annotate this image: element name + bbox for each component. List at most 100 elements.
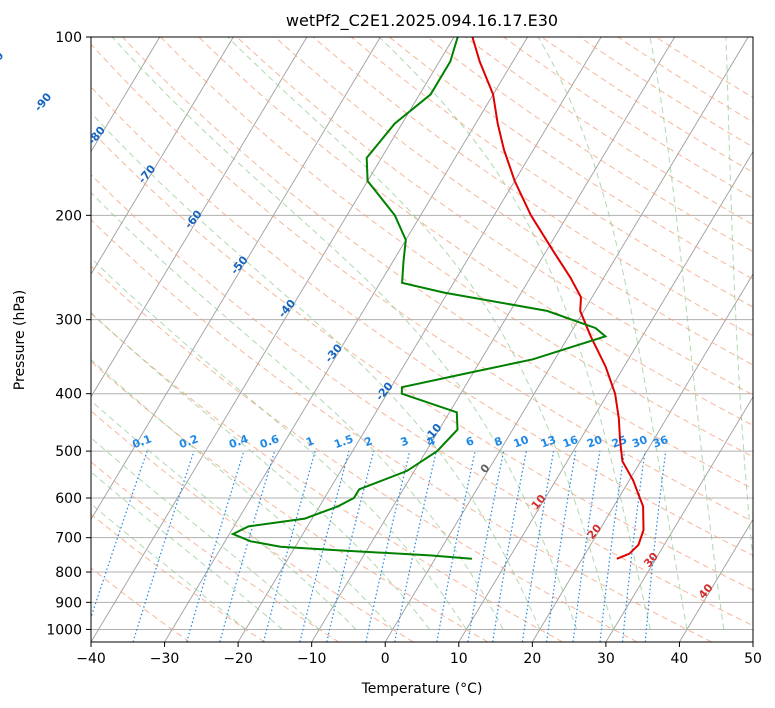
mixing-ratio-label: 3 [399, 434, 411, 449]
dry-adiabat-label: 40 [696, 581, 716, 601]
dry-adiabat-line [91, 513, 265, 642]
moist-adiabat-line [725, 37, 753, 565]
mixing-ratio-line [132, 450, 195, 642]
temperature-profile-line [471, 37, 645, 560]
dry-adiabat-line [91, 219, 713, 642]
dry-adiabat-line [91, 312, 563, 642]
y-tick-label: 300 [55, 313, 82, 329]
mixing-ratio-line [546, 450, 577, 642]
dry-adiabat-line [160, 37, 753, 458]
x-tick-label: −10 [297, 651, 327, 667]
dry-adiabat-label: -50 [228, 253, 251, 277]
x-tick-label: 10 [450, 651, 468, 667]
isotherm-line [752, 641, 753, 642]
dry-adiabat-line [91, 173, 753, 627]
dry-adiabat-line [427, 37, 753, 253]
y-tick-label: 100 [55, 30, 82, 46]
mixing-ratio-label: 13 [539, 433, 558, 450]
x-tick-label: 40 [671, 651, 689, 667]
mixing-ratio-label: 36 [651, 433, 670, 451]
mixing-ratio-label: 8 [493, 434, 505, 449]
moist-adiabat-line [227, 37, 614, 630]
x-axis-ticks: −40 −30 −20 −10 0 10 20 30 40 50 [76, 642, 762, 667]
mixing-ratio-label: 0.4 [227, 432, 250, 451]
chart-title: wetPf2_C2E1.2025.094.16.17.E30 [286, 11, 558, 31]
isotherm-line [237, 37, 602, 642]
mixing-ratio-label: 0.2 [177, 432, 200, 451]
mixing-ratio-label: 10 [512, 433, 531, 451]
dry-adiabat-line [91, 129, 753, 591]
y-axis-ticks: 100 200 300 400 500 600 700 800 900 1000 [46, 30, 91, 638]
mixing-ratio-label: 1.5 [332, 432, 355, 451]
y-tick-label: 1000 [46, 622, 82, 638]
mixing-ratio-line [521, 450, 555, 642]
isotherm-line [531, 273, 753, 642]
y-tick-label: 600 [55, 491, 82, 507]
mixing-ratio-line [644, 451, 667, 642]
isotherm-line [164, 37, 528, 642]
dry-adiabat-line [350, 37, 753, 308]
y-tick-label: 900 [55, 595, 82, 611]
x-tick-label: −20 [223, 651, 253, 667]
dry-adiabat-label: -40 [276, 297, 299, 321]
mixing-ratio-line [394, 450, 437, 642]
moist-adiabat-line [91, 503, 246, 630]
mixing-ratio-line [599, 451, 626, 642]
dry-adiabat-line [91, 360, 489, 642]
dry-adiabat-line [91, 86, 753, 557]
y-tick-label: 200 [55, 208, 82, 224]
dry-adiabat-label: -30 [322, 341, 345, 365]
dry-adiabat-label: -60 [182, 207, 205, 231]
dewpoint-profile-line [230, 37, 608, 560]
moist-adiabat-line [91, 112, 541, 630]
mixing-ratio-line [365, 450, 411, 642]
moist-adiabat-line [91, 358, 394, 630]
mixing-ratio-label: 2 [363, 434, 375, 449]
mixing-ratio-line [299, 450, 350, 642]
mixing-ratio-line [326, 450, 375, 642]
mixing-ratio-line [219, 450, 276, 642]
y-axis-label: Pressure (hPa) [12, 290, 28, 390]
y-tick-label: 400 [55, 387, 82, 403]
dry-adiabat-label: -20 [373, 379, 396, 403]
isotherm-line [91, 37, 455, 642]
y-tick-label: 800 [55, 565, 82, 581]
dry-adiabat-label: 0 [478, 461, 493, 475]
mixing-ratio-label: 6 [464, 434, 476, 449]
mixing-ratio-label: 0.1 [131, 432, 154, 451]
dry-adiabat-line [198, 37, 753, 426]
dry-adiabat-line [655, 37, 753, 99]
moist-adiabat-line [91, 311, 430, 630]
dry-adiabat-label: 30 [641, 550, 661, 570]
dry-adiabat-line [91, 461, 340, 642]
x-tick-label: 30 [597, 651, 615, 667]
moist-adiabat-line [91, 437, 320, 630]
isotherm-line [679, 518, 753, 642]
isotherm-line [91, 37, 234, 276]
moist-adiabat-line [378, 37, 651, 630]
mixing-ratio-label: 1 [304, 434, 316, 449]
mixing-ratio-label: 0.6 [258, 432, 281, 451]
mixing-ratio-label: 16 [561, 433, 580, 451]
isotherm-line [605, 395, 753, 642]
isotherm-line [91, 37, 161, 153]
x-tick-label: −30 [150, 651, 180, 667]
x-tick-label: 0 [381, 651, 390, 667]
dry-adiabat-line [541, 37, 753, 173]
moist-adiabat-line [649, 37, 725, 630]
dry-adiabat-line [617, 37, 753, 123]
mixing-ratio-label: 30 [630, 433, 649, 451]
moist-adiabat-line [91, 257, 467, 630]
isotherm-line [384, 37, 749, 642]
dry-adiabat-line [91, 43, 753, 523]
y-tick-label: 700 [55, 531, 82, 547]
dry-adiabat-label: -100 [0, 49, 7, 79]
isotherm-line [91, 37, 381, 521]
mixing-ratio-label: 20 [585, 433, 604, 451]
x-tick-label: 20 [523, 651, 541, 667]
dry-adiabat-line [236, 37, 753, 396]
moist-adiabat-line [91, 471, 283, 630]
dry-adiabat-line [388, 37, 753, 280]
